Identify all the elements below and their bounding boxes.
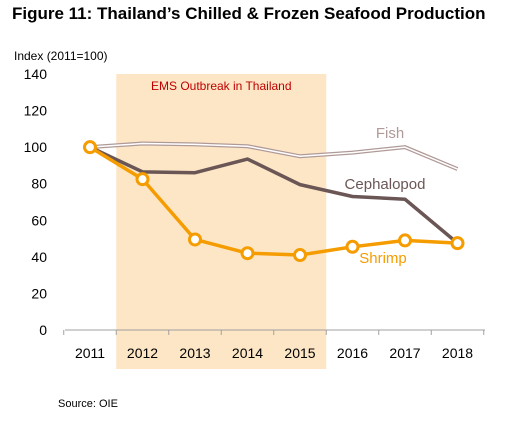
- x-tick-label: 2015: [284, 345, 315, 361]
- y-tick-label: 140: [24, 66, 48, 82]
- chart-title: Figure 11: Thailand’s Chilled & Frozen S…: [12, 4, 486, 23]
- x-tick-label: 2018: [442, 345, 473, 361]
- cephalopod-series-line: [89, 145, 459, 245]
- fish-series-line-inner: [89, 142, 458, 170]
- shrimp-point: [240, 246, 255, 261]
- y-tick-label: 100: [24, 139, 48, 155]
- x-tick-label: 2012: [127, 345, 158, 361]
- x-tick-label: 2017: [389, 345, 420, 361]
- fish-series-label: Fish: [376, 125, 404, 142]
- ems-outbreak-label: EMS Outbreak in Thailand: [151, 79, 292, 93]
- shrimp-point: [450, 236, 465, 251]
- y-tick-label: 0: [39, 322, 47, 338]
- source-note: Source: OIE: [58, 398, 118, 410]
- x-tick-label: 2011: [75, 345, 105, 361]
- shrimp-series-line: [89, 145, 458, 257]
- x-tick-label: 2014: [232, 345, 263, 361]
- shrimp-point: [293, 248, 307, 263]
- y-tick-label: 40: [31, 249, 47, 265]
- x-tick-label: 2016: [337, 345, 368, 361]
- ems-outbreak-band: [116, 74, 327, 369]
- y-tick-label: 60: [31, 212, 47, 228]
- shrimp-point: [398, 233, 412, 248]
- shrimp-point: [135, 172, 150, 187]
- y-tick-label: 80: [31, 176, 47, 192]
- shrimp-series-label: Shrimp: [359, 250, 407, 267]
- y-tick-label: 20: [31, 285, 47, 301]
- y-tick-label: 120: [24, 103, 48, 119]
- shrimp-point: [83, 140, 97, 155]
- x-tick-label: 2013: [179, 345, 210, 361]
- shrimp-point: [188, 232, 202, 247]
- shrimp-point: [345, 239, 360, 254]
- cephalopod-series-label: Cephalopod: [345, 176, 426, 193]
- y-axis-label: Index (2011=100): [14, 49, 108, 63]
